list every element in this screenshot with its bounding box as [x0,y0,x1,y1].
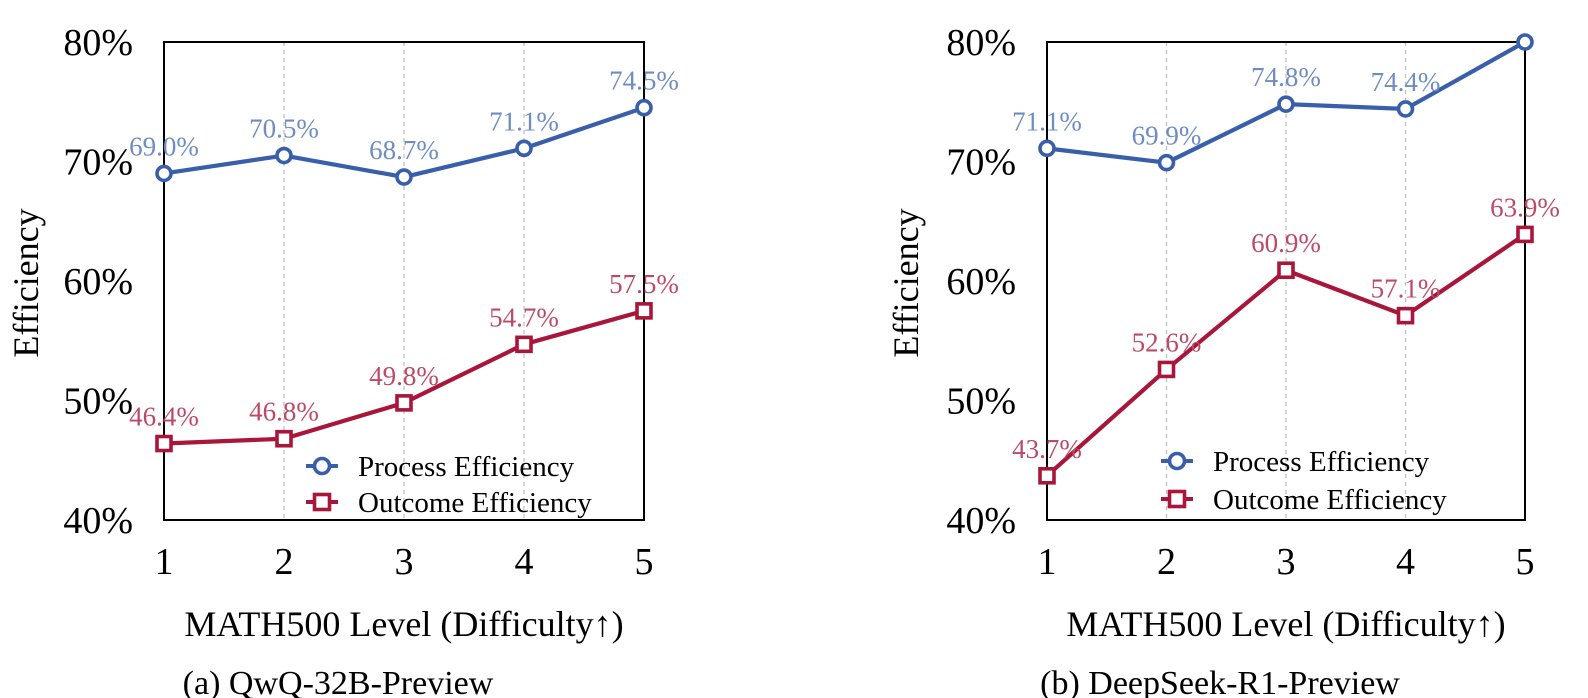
data-label: 74.8% [1251,62,1321,92]
x-tick-label: 2 [1157,541,1176,583]
outcome-point [1277,261,1295,280]
x-tick-label: 3 [395,541,414,583]
process-point [515,139,533,158]
plot-frame [163,41,645,521]
x-tick-label: 5 [1516,541,1535,583]
data-label: 49.8% [369,361,439,391]
y-tick-label: 60% [946,261,1016,303]
data-label: 71.1% [489,106,559,136]
data-label: 70.5% [249,114,319,144]
outcome-point [635,302,653,320]
process-point [1277,95,1295,113]
y-tick-label: 70% [63,142,133,184]
y-tick-label: 80% [946,22,1016,64]
data-label: 52.6% [1132,327,1202,357]
x-tick-label: 1 [1038,541,1057,583]
x-tick-label: 2 [275,541,294,583]
x-axis-title: MATH500 Level (Difficulty↑) [184,604,623,644]
x-tick-label: 3 [1277,541,1296,583]
legend-label: Process Efficiency [1213,446,1430,478]
data-label: 71.1% [1012,106,1082,136]
chart-caption: (b) DeepSeek-R1-Preview [1040,665,1400,698]
chart-panel-1: 40% 50% 60% 70% 80% 1 2 3 4 5 Efficiency MATH500 Le… [6,22,679,698]
chart-caption: (a) QwQ-32B-Preview [183,665,494,698]
legend-label: Process Efficiency [358,451,575,483]
data-label: 54.7% [489,302,559,332]
x-tick-label: 4 [515,541,534,583]
plot-frame [1046,41,1526,521]
y-tick-label: 40% [946,500,1016,542]
y-tick-label: 50% [63,381,133,423]
legend-circle-marker [312,456,332,476]
y-tick-label: 50% [946,381,1016,423]
process-point [155,164,173,183]
y-tick-label: 60% [63,261,133,303]
legend-circle-marker [1167,451,1187,471]
data-label: 46.4% [129,402,199,432]
data-label: 46.8% [249,397,319,427]
outcome-point [1038,466,1056,485]
process-point [635,98,653,117]
legend-square-marker [1167,489,1187,509]
process-point [1396,100,1415,118]
legend-square-marker [312,492,332,512]
y-tick-label: 80% [63,22,133,64]
data-label: 69.9% [1132,121,1202,151]
data-label: 43.7% [1012,434,1082,464]
data-label: 57.1% [1371,274,1441,304]
legend-label: Outcome Efficiency [1213,484,1447,516]
process-point [275,146,293,165]
process-point [1038,139,1056,158]
data-label: 74.5% [609,66,679,96]
outcome-point [1396,306,1415,325]
data-label: 74.4% [1371,67,1441,97]
outcome-point [155,434,173,453]
legend-label: Outcome Efficiency [358,487,592,519]
x-tick-label: 5 [635,541,654,583]
y-tick-label: 40% [63,500,133,542]
outcome-point [515,335,533,354]
data-label: 68.7% [369,135,439,165]
outcome-point [1516,225,1534,244]
chart-panel-2: 40% 50% 60% 70% 80% 1 2 3 4 5 Efficiency MATH500 Le… [886,22,1560,698]
y-axis-title: Efficiency [6,208,46,357]
process-point [395,168,413,186]
data-label: 69.0% [129,131,199,161]
y-axis-title: Efficiency [886,208,926,357]
outcome-point [275,429,293,448]
data-label: 57.5% [609,269,679,299]
process-point [1157,153,1176,172]
process-point [1516,33,1534,51]
data-label: 63.9% [1490,192,1560,222]
data-label: 60.9% [1251,228,1321,258]
x-tick-label: 1 [155,541,174,583]
y-tick-label: 70% [946,142,1016,184]
outcome-point [1157,360,1176,379]
x-axis-title: MATH500 Level (Difficulty↑) [1066,604,1505,644]
outcome-point [395,394,413,412]
x-tick-label: 4 [1396,541,1415,583]
